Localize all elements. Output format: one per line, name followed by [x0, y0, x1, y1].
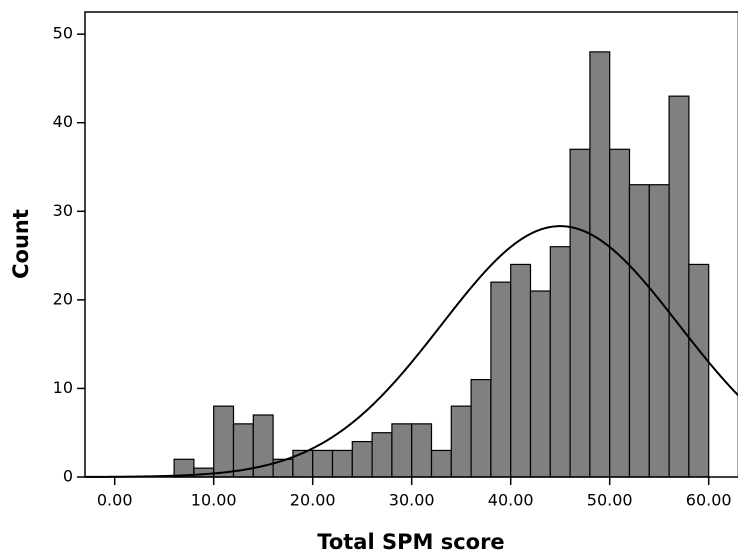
y-axis-title: Count — [9, 209, 33, 279]
y-tick-label: 50 — [53, 24, 73, 43]
x-tick-label: 60.00 — [686, 491, 732, 510]
y-tick-label: 0 — [63, 467, 73, 486]
bar — [430, 449, 452, 478]
bar — [371, 432, 393, 478]
bar — [589, 51, 611, 478]
normal-curve — [84, 225, 738, 478]
x-tick-label: 40.00 — [488, 491, 534, 510]
bar — [529, 290, 551, 478]
bar — [490, 281, 512, 478]
bar — [292, 449, 314, 478]
bar — [331, 449, 353, 478]
y-tick-label: 20 — [53, 289, 73, 308]
y-tick-label: 10 — [53, 378, 73, 397]
bar — [648, 184, 670, 478]
x-tick-label: 30.00 — [389, 491, 435, 510]
bar — [351, 440, 373, 478]
y-tick-label: 40 — [53, 112, 73, 131]
bar — [688, 263, 710, 478]
bar — [411, 423, 433, 478]
x-axis-title: Total SPM score — [317, 530, 504, 554]
bar — [549, 246, 571, 478]
x-tick-label: 50.00 — [587, 491, 633, 510]
bar — [213, 405, 235, 478]
bar — [609, 148, 631, 478]
bar — [510, 263, 532, 478]
x-tick-label: 10.00 — [191, 491, 237, 510]
x-tick-label: 20.00 — [290, 491, 336, 510]
bar — [668, 95, 690, 478]
bar — [470, 378, 492, 478]
bar — [569, 148, 591, 478]
bar — [391, 423, 413, 478]
x-tick-label: 0.00 — [97, 491, 133, 510]
bar — [312, 449, 334, 478]
bar — [628, 184, 650, 478]
y-tick-label: 30 — [53, 201, 73, 220]
bar — [450, 405, 472, 478]
bar — [193, 467, 215, 478]
